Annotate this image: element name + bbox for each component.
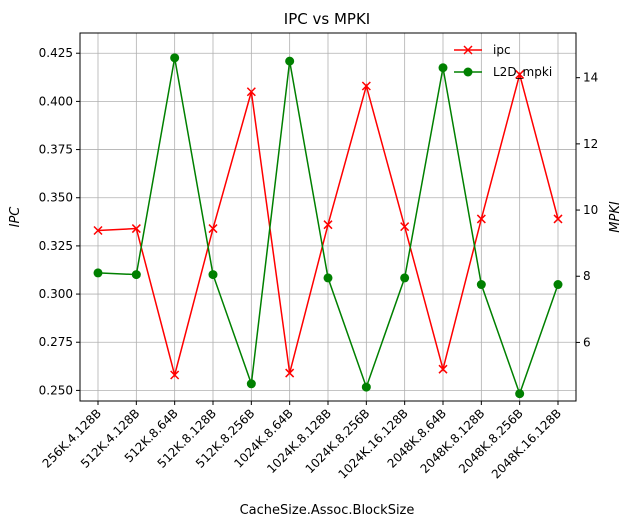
left-tick-label: 0.275 <box>39 335 73 349</box>
data-point <box>208 224 218 234</box>
right-axis: 6 8 10 12 14 <box>576 71 598 349</box>
right-tick-label: 10 <box>583 203 598 217</box>
marker-stroke <box>515 69 525 79</box>
right-tick-label: 12 <box>583 137 598 151</box>
marker-stroke <box>93 225 103 236</box>
data-point <box>553 280 563 290</box>
marker-stroke <box>246 87 256 97</box>
data-point <box>93 225 103 236</box>
x-axis: 256K.4.128B512K.4.128B512K.8.64B512K.8.1… <box>40 401 564 481</box>
right-tick-label: 8 <box>583 269 591 283</box>
data-point <box>131 270 141 280</box>
left-tick-label: 0.425 <box>39 46 73 60</box>
left-axis: 0.250 0.275 0.300 0.325 0.350 0.375 0.400 0.425 <box>39 46 80 397</box>
left-tick-label: 0.300 <box>39 287 73 301</box>
data-point <box>438 63 448 73</box>
data-point <box>515 389 525 399</box>
marker-stroke <box>463 45 473 55</box>
legend-label: ipc <box>493 43 511 57</box>
data-point <box>476 280 486 290</box>
x-tick-label: 1024K.16.128B <box>336 406 411 481</box>
data-point <box>323 220 333 230</box>
right-tick-label: 14 <box>583 71 598 85</box>
data-point <box>170 53 180 63</box>
series-ipc <box>93 69 563 380</box>
chart-title: IPC vs MPKI <box>284 10 370 28</box>
series-L2D_mpki <box>93 53 563 399</box>
legend-label: L2D_mpki <box>493 65 552 79</box>
marker-stroke <box>285 368 295 378</box>
marker-stroke <box>323 220 333 230</box>
x-tick-label: 2048K.16.128B <box>489 406 564 481</box>
marker-stroke <box>131 224 141 234</box>
legend-entry: L2D_mpki <box>454 65 552 79</box>
marker-stroke <box>170 370 180 380</box>
data-point <box>438 364 448 374</box>
data-point <box>400 222 410 232</box>
plot-series <box>93 53 563 399</box>
marker-stroke <box>553 214 563 224</box>
right-axis-label: MPKI <box>608 201 623 233</box>
data-point <box>246 87 256 97</box>
data-point <box>553 214 563 224</box>
data-point <box>361 382 371 392</box>
left-tick-label: 0.375 <box>39 143 73 157</box>
data-point <box>400 273 410 283</box>
right-tick-label: 6 <box>583 335 591 349</box>
left-tick-label: 0.250 <box>39 383 73 397</box>
marker-stroke <box>438 364 448 374</box>
marker-stroke <box>361 81 371 91</box>
data-point <box>246 379 256 389</box>
data-point <box>170 370 180 380</box>
data-point <box>323 273 333 283</box>
data-point <box>131 224 141 234</box>
legend-entry: ipc <box>454 43 511 57</box>
left-tick-label: 0.350 <box>39 191 73 205</box>
data-point <box>361 81 371 91</box>
legend-marker <box>463 67 473 77</box>
left-tick-label: 0.325 <box>39 239 73 253</box>
data-point <box>476 214 486 224</box>
data-point <box>285 368 295 378</box>
data-point <box>515 69 525 79</box>
marker-stroke <box>400 222 410 232</box>
data-point <box>285 56 295 66</box>
marker-stroke <box>476 214 486 224</box>
grid <box>80 33 576 401</box>
data-point <box>93 268 103 278</box>
left-tick-label: 0.400 <box>39 94 73 108</box>
left-axis-label: IPC <box>8 206 23 228</box>
legend: ipc L2D_mpki <box>454 43 552 79</box>
legend-marker <box>463 45 473 55</box>
data-point <box>208 270 218 280</box>
marker-stroke <box>208 224 218 234</box>
x-axis-label: CacheSize.Assoc.BlockSize <box>240 503 415 518</box>
